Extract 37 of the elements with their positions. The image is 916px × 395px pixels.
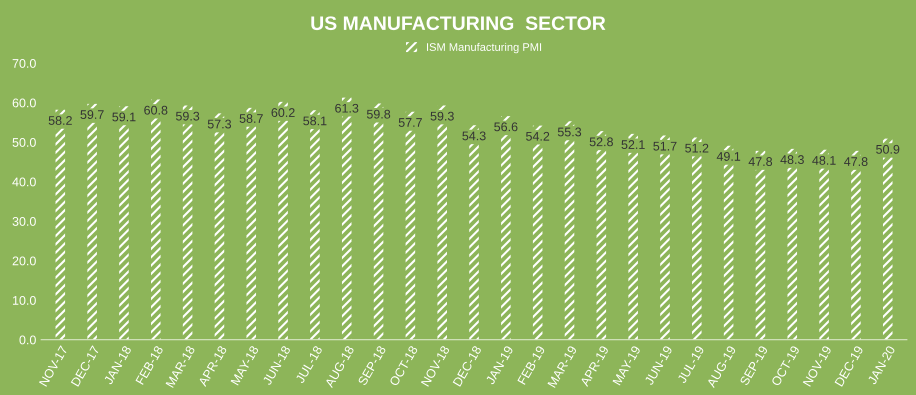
data-label: 49.1	[716, 152, 740, 161]
data-label: 52.8	[590, 137, 613, 146]
data-label: 59.8	[366, 110, 390, 119]
data-label: 54.3	[462, 131, 486, 140]
data-label: 51.2	[685, 144, 708, 153]
y-tick-label: 60.0	[12, 98, 36, 108]
data-label: 52.1	[621, 140, 645, 150]
data-label: 59.1	[112, 112, 136, 122]
data-label: 54.2	[526, 132, 550, 141]
data-label: 47.8	[748, 157, 772, 166]
data-label: 55.3	[558, 128, 582, 136]
y-tick-label: 50.0	[12, 138, 36, 147]
data-label: 61.3	[335, 104, 358, 113]
data-label: 58.7	[240, 114, 263, 123]
data-label: 59.3	[430, 112, 454, 121]
y-tick-label: 70.0	[12, 59, 36, 68]
chart-title: US MANUFACTURING SECTOR	[311, 16, 606, 30]
y-tick-label: 0.0	[19, 336, 36, 344]
y-tick-label: 10.0	[12, 296, 36, 305]
data-label: 60.8	[144, 106, 168, 115]
data-label: 47.8	[844, 157, 868, 166]
data-label: 57.7	[398, 118, 422, 127]
y-tick-label: 20.0	[12, 256, 36, 266]
data-label: 58.2	[48, 116, 72, 125]
data-label: 48.3	[780, 155, 804, 164]
data-label: 51.7	[653, 142, 677, 151]
data-label: 58.1	[303, 116, 326, 126]
data-label: 56.6	[494, 122, 518, 132]
data-label: 59.3	[176, 112, 200, 121]
data-label: 50.9	[876, 144, 900, 154]
data-label: 57.3	[208, 120, 232, 128]
y-tick-label: 40.0	[12, 178, 36, 186]
data-label: 59.7	[80, 110, 104, 119]
y-tick-label: 30.0	[12, 217, 36, 226]
data-label: 48.1	[812, 156, 836, 165]
data-label: 60.2	[272, 108, 295, 118]
legend-label: ISM Manufacturing PMI	[427, 42, 542, 54]
